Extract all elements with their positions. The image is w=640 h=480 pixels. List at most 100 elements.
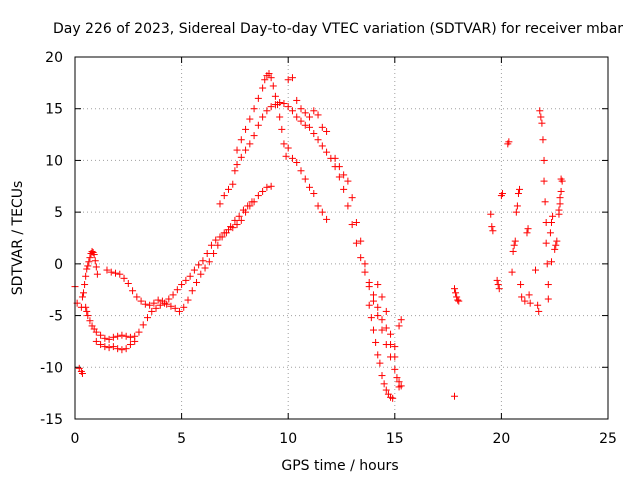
data-point <box>263 107 271 115</box>
data-point <box>301 175 309 183</box>
data-point <box>297 117 305 125</box>
data-point <box>494 281 502 289</box>
data-point <box>261 76 269 84</box>
data-point <box>536 107 544 115</box>
data-point <box>220 192 228 200</box>
data-point <box>489 227 497 235</box>
data-point <box>118 331 126 339</box>
data-point <box>505 138 513 146</box>
data-point <box>310 107 318 115</box>
data-point <box>357 237 365 245</box>
data-point <box>267 74 275 82</box>
data-point <box>512 208 520 216</box>
data-point <box>542 239 550 247</box>
data-point <box>521 297 529 305</box>
data-point <box>524 225 532 233</box>
data-point <box>84 312 92 320</box>
data-point <box>555 210 563 218</box>
data-point <box>450 392 458 400</box>
data-point <box>231 167 239 175</box>
data-point <box>543 260 551 268</box>
data-point <box>112 269 120 277</box>
data-point <box>314 202 322 210</box>
data-point <box>210 250 218 258</box>
data-point <box>216 200 224 208</box>
data-point <box>348 194 356 202</box>
data-point <box>369 291 377 299</box>
data-point <box>150 299 158 307</box>
data-point <box>498 190 506 198</box>
data-point <box>197 270 205 278</box>
data-point <box>167 302 175 310</box>
data-point <box>352 218 360 226</box>
data-point <box>114 345 122 353</box>
data-point <box>188 287 196 295</box>
data-point <box>263 183 271 191</box>
data-point <box>280 140 288 148</box>
data-point <box>246 115 254 123</box>
data-point <box>278 125 286 133</box>
data-point <box>231 216 239 224</box>
data-point <box>369 326 377 334</box>
data-point <box>78 369 86 377</box>
data-point <box>378 372 386 380</box>
data-point <box>374 351 382 359</box>
data-point <box>248 198 256 206</box>
data-point <box>180 303 188 311</box>
y-tick-label: 15 <box>45 102 63 118</box>
data-point <box>450 285 458 293</box>
data-point <box>91 257 99 265</box>
data-point <box>122 332 130 340</box>
data-point <box>92 263 100 271</box>
data-point <box>86 254 94 262</box>
data-point <box>199 257 207 265</box>
data-point <box>276 113 284 121</box>
data-point <box>284 144 292 152</box>
data-point <box>376 359 384 367</box>
data-point <box>318 123 326 131</box>
data-point <box>357 254 365 262</box>
data-point <box>284 103 292 111</box>
data-point <box>393 374 401 382</box>
data-point <box>203 250 211 258</box>
data-point <box>301 109 309 117</box>
data-point <box>126 341 134 349</box>
data-point <box>237 136 245 144</box>
data-point <box>382 307 390 315</box>
data-point <box>126 333 134 341</box>
data-point <box>137 297 145 305</box>
data-point <box>549 212 557 220</box>
x-tick-label: 10 <box>279 431 297 447</box>
y-tick-label: 20 <box>45 50 63 66</box>
data-point <box>548 258 556 266</box>
data-point <box>541 198 549 206</box>
data-point <box>301 121 309 129</box>
data-point <box>488 223 496 231</box>
data-point <box>344 177 352 185</box>
data-point <box>310 190 318 198</box>
data-point <box>158 297 166 305</box>
data-point <box>101 343 109 351</box>
data-point <box>310 130 318 138</box>
data-point <box>548 218 556 226</box>
data-point <box>254 192 262 200</box>
data-point <box>131 337 139 345</box>
data-point <box>120 274 128 282</box>
data-point <box>391 343 399 351</box>
data-point <box>540 156 548 164</box>
x-tick-label: 5 <box>177 431 186 447</box>
data-point <box>233 161 241 169</box>
data-point <box>318 142 326 150</box>
grid-layer <box>75 57 608 419</box>
data-point <box>509 247 517 255</box>
data-point <box>452 289 460 297</box>
x-tick-label: 25 <box>599 431 617 447</box>
data-point <box>510 241 518 249</box>
y-tick-label: -10 <box>40 360 63 376</box>
data-point <box>374 312 382 320</box>
data-point <box>544 295 552 303</box>
data-point <box>525 291 533 299</box>
data-point <box>374 281 382 289</box>
data-point <box>97 331 105 339</box>
data-point <box>382 386 390 394</box>
